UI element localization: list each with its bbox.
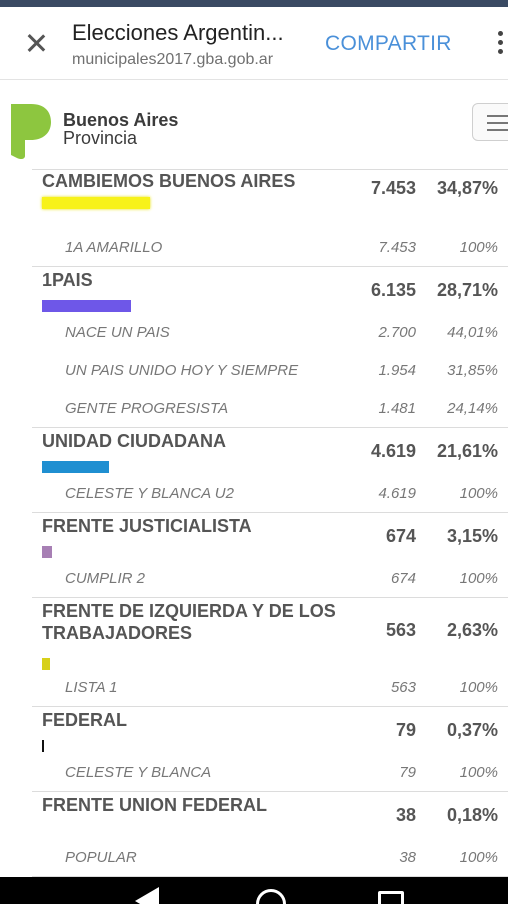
back-triangle-icon[interactable] bbox=[135, 887, 159, 904]
list-votes: 1.954 bbox=[378, 362, 416, 379]
page-title: Elecciones Argentin... bbox=[72, 20, 284, 45]
list-votes: 7.453 bbox=[378, 239, 416, 256]
list-percent: 100% bbox=[459, 239, 498, 256]
list-name: UN PAIS UNIDO HOY Y SIEMPRE bbox=[65, 362, 299, 379]
list-name: POPULAR bbox=[65, 849, 137, 866]
party-header: FRENTE DE IZQUIERDA Y DE LOS TRABAJADORE… bbox=[32, 598, 508, 670]
list-votes: 4.619 bbox=[378, 485, 416, 502]
party-name: FRENTE UNION FEDERAL bbox=[42, 795, 267, 815]
party-row: FRENTE UNION FEDERAL 38 0,18% POPULAR 38 100% bbox=[32, 792, 508, 877]
party-row: FRENTE DE IZQUIERDA Y DE LOS TRABAJADORE… bbox=[32, 598, 508, 707]
list-row: CELESTE Y BLANCA U2 4.619 100% bbox=[32, 474, 508, 512]
brand-subtitle: Provincia bbox=[63, 128, 138, 148]
party-vote-bar bbox=[42, 658, 50, 670]
home-circle-icon[interactable] bbox=[256, 889, 286, 904]
party-votes: 4.619 bbox=[370, 441, 416, 461]
list-votes: 79 bbox=[399, 764, 416, 781]
party-percent: 34,87% bbox=[436, 178, 498, 198]
brand-name: Buenos Aires bbox=[63, 110, 179, 130]
party-percent: 3,15% bbox=[446, 526, 498, 546]
party-header: FRENTE UNION FEDERAL 38 0,18% bbox=[32, 792, 508, 838]
party-percent: 0,37% bbox=[446, 720, 498, 740]
recent-apps-icon[interactable] bbox=[378, 891, 404, 904]
list-percent: 100% bbox=[459, 764, 498, 781]
party-vote-bar bbox=[42, 740, 44, 752]
list-row: GENTE PROGRESISTA 1.481 24,14% bbox=[32, 389, 508, 427]
party-header: CAMBIEMOS BUENOS AIRES 7.453 34,87% bbox=[32, 170, 508, 228]
party-header: FRENTE JUSTICIALISTA 674 3,15% bbox=[32, 513, 508, 559]
list-percent: 100% bbox=[459, 485, 498, 502]
list-name: CUMPLIR 2 bbox=[65, 570, 146, 587]
party-percent: 28,71% bbox=[436, 280, 498, 300]
site-header bbox=[0, 81, 508, 169]
list-votes: 563 bbox=[390, 679, 416, 696]
party-vote-bar bbox=[42, 546, 52, 558]
list-percent: 44,01% bbox=[447, 324, 498, 341]
list-percent: 100% bbox=[459, 570, 498, 587]
party-name: FRENTE JUSTICIALISTA bbox=[42, 516, 252, 536]
list-name: CELESTE Y BLANCA U2 bbox=[65, 485, 234, 502]
list-name: CELESTE Y BLANCA bbox=[65, 764, 212, 781]
list-row: NACE UN PAIS 2.700 44,01% bbox=[32, 313, 508, 351]
list-name: NACE UN PAIS bbox=[65, 324, 170, 341]
list-votes: 38 bbox=[399, 849, 416, 866]
menu-button[interactable] bbox=[472, 103, 508, 141]
list-row: 1A AMARILLO 7.453 100% bbox=[32, 228, 508, 266]
province-logo bbox=[11, 104, 51, 160]
hamburger-icon bbox=[487, 115, 508, 117]
list-percent: 31,85% bbox=[447, 362, 498, 379]
close-icon[interactable] bbox=[20, 27, 52, 59]
list-name: LISTA 1 bbox=[65, 679, 118, 696]
party-vote-bar bbox=[42, 461, 109, 473]
party-name: FEDERAL bbox=[42, 710, 127, 730]
party-votes: 79 bbox=[395, 720, 416, 740]
list-row: UN PAIS UNIDO HOY Y SIEMPRE 1.954 31,85% bbox=[32, 351, 508, 389]
list-votes: 674 bbox=[390, 570, 416, 587]
results-table: CAMBIEMOS BUENOS AIRES 7.453 34,87% 1A AMAR… bbox=[32, 169, 508, 877]
party-name: FRENTE DE IZQUIERDA Y DE LOS TRABAJADORE… bbox=[42, 601, 336, 643]
custom-tab-toolbar: Elecciones Argentin... municipales2017.g… bbox=[0, 7, 508, 80]
party-votes: 38 bbox=[395, 805, 416, 825]
party-name: CAMBIEMOS BUENOS AIRES bbox=[42, 171, 296, 191]
list-percent: 100% bbox=[459, 849, 498, 866]
more-vert-icon[interactable] bbox=[496, 31, 504, 57]
party-percent: 0,18% bbox=[446, 805, 498, 825]
party-header: 1PAIS 6.135 28,71% bbox=[32, 267, 508, 313]
party-votes: 674 bbox=[385, 526, 416, 546]
party-name: 1PAIS bbox=[42, 270, 93, 290]
party-header: FEDERAL 79 0,37% bbox=[32, 707, 508, 753]
party-name: UNIDAD CIUDADANA bbox=[42, 431, 226, 451]
party-header: UNIDAD CIUDADANA 4.619 21,61% bbox=[32, 428, 508, 474]
list-row: POPULAR 38 100% bbox=[32, 838, 508, 876]
party-row: 1PAIS 6.135 28,71% NACE UN PAIS 2.700 44,01% U… bbox=[32, 267, 508, 428]
party-row: UNIDAD CIUDADANA 4.619 21,61% CELESTE Y BLA… bbox=[32, 428, 508, 513]
party-votes: 6.135 bbox=[370, 280, 416, 300]
party-votes: 563 bbox=[385, 620, 416, 640]
list-percent: 100% bbox=[459, 679, 498, 696]
party-vote-bar bbox=[42, 197, 150, 209]
share-button[interactable]: COMPARTIR bbox=[325, 32, 452, 55]
page-url: municipales2017.gba.gob.ar bbox=[72, 51, 274, 68]
party-percent: 2,63% bbox=[446, 620, 498, 640]
list-percent: 24,14% bbox=[447, 400, 498, 417]
party-row: CAMBIEMOS BUENOS AIRES 7.453 34,87% 1A AMAR… bbox=[32, 169, 508, 267]
list-row: LISTA 1 563 100% bbox=[32, 668, 508, 706]
party-votes: 7.453 bbox=[370, 178, 416, 198]
android-nav-bar bbox=[0, 877, 508, 904]
list-name: 1A AMARILLO bbox=[65, 239, 163, 256]
status-bar bbox=[0, 0, 508, 7]
party-row: FEDERAL 79 0,37% CELESTE Y BLANCA 79 100% bbox=[32, 707, 508, 792]
party-vote-bar bbox=[42, 300, 131, 312]
list-name: GENTE PROGRESISTA bbox=[65, 400, 229, 417]
list-votes: 2.700 bbox=[378, 324, 416, 341]
list-row: CELESTE Y BLANCA 79 100% bbox=[32, 753, 508, 791]
party-row: FRENTE JUSTICIALISTA 674 3,15% CUMPLIR 2 674… bbox=[32, 513, 508, 598]
list-votes: 1.481 bbox=[378, 400, 416, 417]
party-percent: 21,61% bbox=[436, 441, 498, 461]
list-row: CUMPLIR 2 674 100% bbox=[32, 559, 508, 597]
